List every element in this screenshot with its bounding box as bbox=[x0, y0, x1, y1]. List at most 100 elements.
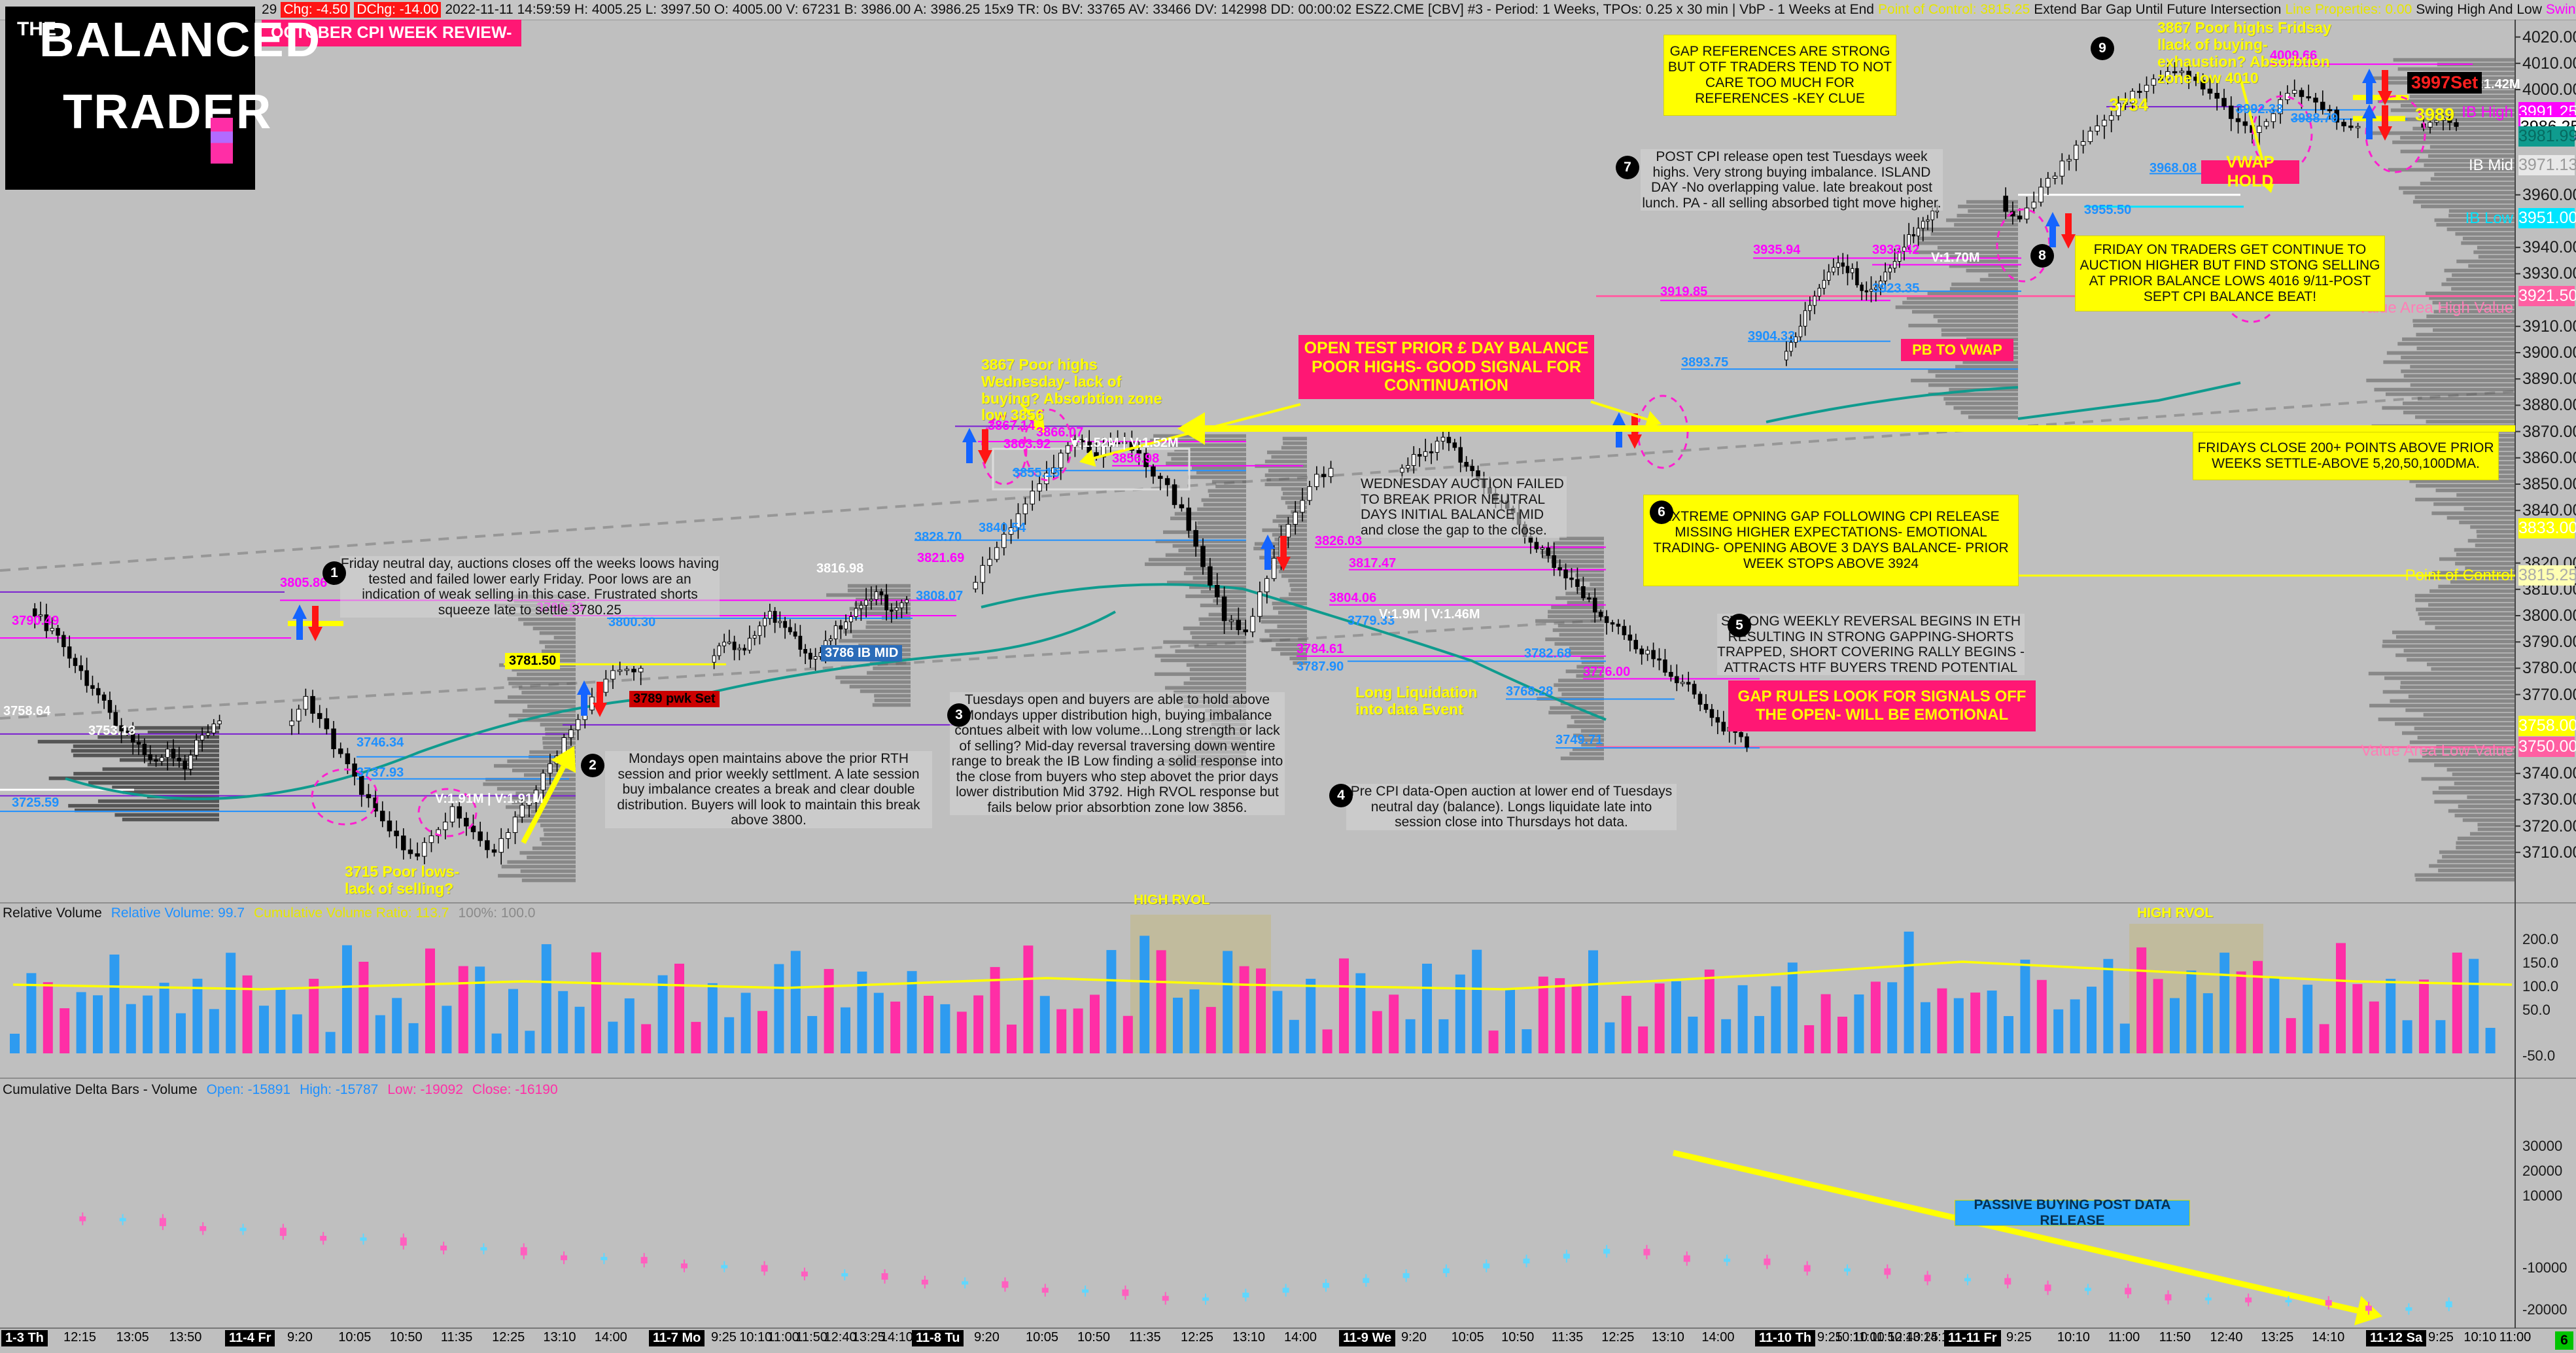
time-axis-tick[interactable]: 9:25 bbox=[711, 1330, 737, 1344]
volume-profile-bar bbox=[1917, 236, 2018, 241]
time-axis-day[interactable]: 11-10 Th bbox=[1755, 1330, 1816, 1346]
time-axis-tick[interactable]: 9:20 bbox=[974, 1330, 1000, 1344]
time-axis-day[interactable]: 11-11 Fr bbox=[1944, 1330, 2001, 1346]
relative-volume-bar bbox=[740, 993, 751, 1053]
time-axis-tick[interactable]: 11:50 bbox=[2159, 1330, 2191, 1344]
time-axis-day[interactable]: 11-4 Fr bbox=[225, 1330, 275, 1346]
time-axis-tick[interactable]: 13:25 bbox=[2261, 1330, 2294, 1344]
candle-body bbox=[1236, 620, 1242, 631]
time-axis-tick[interactable]: 11:35 bbox=[1129, 1330, 1161, 1344]
relative-volume-bar bbox=[1289, 1019, 1299, 1053]
sell-arrow-icon bbox=[2378, 70, 2392, 105]
time-axis-tick[interactable]: 12:25 bbox=[1601, 1330, 1635, 1344]
time-axis-tick[interactable]: 12:25 bbox=[1181, 1330, 1214, 1344]
relative-volume-bar bbox=[358, 962, 369, 1053]
time-axis-tick[interactable]: 11:50 bbox=[1870, 1330, 1902, 1344]
volume-profile-bar bbox=[2403, 648, 2515, 653]
time-axis-tick[interactable]: 9:25 bbox=[2006, 1330, 2032, 1344]
time-axis-tick[interactable]: 10:10 bbox=[2463, 1330, 2497, 1344]
candle-body bbox=[107, 699, 113, 713]
time-axis-tick[interactable]: 13:25 bbox=[1906, 1330, 1939, 1344]
time-axis-tick[interactable]: 14:00 bbox=[594, 1330, 627, 1344]
time-axis-tick[interactable]: 14:00 bbox=[1701, 1330, 1735, 1344]
time-axis-tick[interactable]: 10:50 bbox=[1501, 1330, 1535, 1344]
time-axis-tick[interactable]: 13:10 bbox=[543, 1330, 576, 1344]
time-axis-day[interactable]: 11-8 Tu bbox=[912, 1330, 964, 1346]
time-axis-tick[interactable]: 10:10 bbox=[739, 1330, 773, 1344]
time-axis-tick[interactable]: 10:05 bbox=[1451, 1330, 1484, 1344]
time-axis-tick[interactable]: 10:05 bbox=[338, 1330, 372, 1344]
relative-volume-bar bbox=[2402, 1020, 2412, 1053]
time-axis-tick[interactable]: 11:50 bbox=[795, 1330, 827, 1344]
volume-profile-bar bbox=[2428, 113, 2515, 117]
volume-profile-bar bbox=[519, 686, 576, 690]
time-axis-tick[interactable]: 10:50 bbox=[1077, 1330, 1111, 1344]
relative-volume-bar bbox=[1571, 986, 1582, 1053]
time-axis-tick[interactable]: 12:40 bbox=[2210, 1330, 2243, 1344]
time-axis-tick[interactable]: 11:35 bbox=[1551, 1330, 1584, 1344]
time-axis-tick[interactable]: 9:20 bbox=[287, 1330, 313, 1344]
time-axis-tick[interactable]: 11:35 bbox=[440, 1330, 473, 1344]
candle-body bbox=[879, 591, 884, 595]
time-axis-tick[interactable]: 12:40 bbox=[824, 1330, 857, 1344]
time-axis-tick[interactable]: 10:10 bbox=[1835, 1330, 1868, 1344]
time-axis-tick[interactable]: 13:25 bbox=[852, 1330, 885, 1344]
annotation-arrow bbox=[1590, 400, 1648, 421]
candle-body bbox=[2045, 178, 2051, 188]
time-axis-tick[interactable]: 14:00 bbox=[1284, 1330, 1317, 1344]
price-label: 3781.50 bbox=[505, 653, 561, 669]
candle-body bbox=[478, 831, 483, 841]
time-axis-tick[interactable]: 9:25 bbox=[1817, 1330, 1843, 1344]
volume-profile-bar bbox=[2477, 822, 2515, 827]
candle-body bbox=[610, 670, 616, 680]
time-axis-tick[interactable]: 10:05 bbox=[1026, 1330, 1059, 1344]
time-axis-day[interactable]: 1-3 Th bbox=[1, 1330, 48, 1346]
buy-arrow-icon bbox=[292, 605, 307, 640]
time-axis-tick[interactable]: 11:00 bbox=[1853, 1330, 1885, 1344]
volume-profile-bar bbox=[2382, 644, 2515, 648]
candle-body bbox=[428, 835, 434, 843]
price-label: 3804.06 bbox=[1329, 591, 1377, 605]
time-axis-tick[interactable]: 9:20 bbox=[1401, 1330, 1427, 1344]
time-axis-day[interactable]: 11-7 Mo bbox=[649, 1330, 705, 1346]
candle-body bbox=[1663, 659, 1667, 673]
price-tick: 3910.00 bbox=[2522, 317, 2576, 336]
time-axis-tick[interactable]: 10:50 bbox=[389, 1330, 423, 1344]
candle-body bbox=[1452, 442, 1457, 448]
time-axis-tick[interactable]: 12:15 bbox=[63, 1330, 97, 1344]
time-axis-tick[interactable]: 11:00 bbox=[2108, 1330, 2140, 1344]
time-axis-tick[interactable]: 9:25 bbox=[2428, 1330, 2454, 1344]
time-axis-tick[interactable]: 13:10 bbox=[1232, 1330, 1266, 1344]
relative-volume-bar bbox=[1455, 974, 1465, 1053]
relative-volume-bar bbox=[325, 1032, 336, 1053]
relative-volume-bar bbox=[309, 979, 319, 1053]
rvol-tick: 50.0 bbox=[2522, 1002, 2550, 1018]
candle-body bbox=[1214, 584, 1220, 597]
time-axis-day[interactable]: 11-9 We bbox=[1339, 1330, 1396, 1346]
time-axis-tick[interactable]: 12:25 bbox=[492, 1330, 525, 1344]
relative-volume-bar bbox=[1787, 962, 1798, 1053]
volume-profile-bar bbox=[521, 690, 576, 695]
time-axis-day[interactable]: 11-12 Sa bbox=[2366, 1330, 2427, 1346]
note-number-6: 6 bbox=[1650, 501, 1673, 524]
candle-body bbox=[757, 625, 762, 636]
time-axis-tick[interactable]: 10:10 bbox=[2057, 1330, 2090, 1344]
time-axis-tick[interactable]: 13:10 bbox=[1651, 1330, 1684, 1344]
time-axis-tick[interactable]: 11:00 bbox=[2499, 1330, 2532, 1344]
candle-body bbox=[1883, 272, 1887, 282]
time-axis-tick[interactable]: 14:10 bbox=[880, 1330, 913, 1344]
price-badge: 3971.13 bbox=[2518, 155, 2576, 176]
delta-title-seg-3: Low: -19092 bbox=[387, 1082, 463, 1097]
volume-profile-bar bbox=[2416, 332, 2515, 337]
time-axis-tick[interactable]: 13:50 bbox=[169, 1330, 202, 1344]
time-axis-tick[interactable]: 14:10 bbox=[2312, 1330, 2345, 1344]
relative-volume-bar bbox=[774, 964, 784, 1053]
logo: THE BALANCED TRADER bbox=[5, 7, 320, 190]
chart-number-badge: 6 bbox=[2555, 1331, 2573, 1350]
time-axis-tick[interactable]: 12:40 bbox=[1888, 1330, 1921, 1344]
time-axis-tick[interactable]: 13:05 bbox=[116, 1330, 149, 1344]
time-axis-tick[interactable]: 11:00 bbox=[767, 1330, 799, 1344]
sell-arrow-icon bbox=[2061, 213, 2076, 249]
buy-arrow-icon bbox=[577, 680, 591, 716]
